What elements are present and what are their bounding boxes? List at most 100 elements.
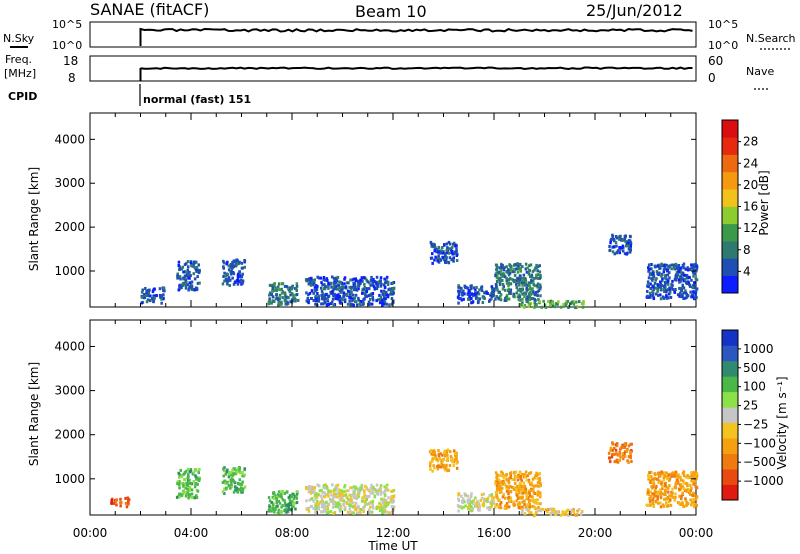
range-cell	[495, 476, 499, 480]
range-cell	[517, 506, 521, 509]
range-cell	[432, 464, 435, 468]
range-cell	[496, 496, 499, 500]
range-cell	[162, 297, 165, 301]
range-cell	[518, 293, 521, 297]
range-cell	[267, 508, 271, 512]
range-cell	[354, 293, 358, 297]
range-cell	[323, 495, 327, 499]
range-cell	[350, 287, 353, 291]
range-cell	[241, 471, 244, 474]
range-cell	[539, 287, 542, 291]
range-cell	[497, 270, 501, 274]
range-cell	[690, 263, 693, 267]
range-cell	[295, 496, 298, 500]
range-cell	[140, 301, 143, 305]
range-cell	[323, 278, 327, 282]
range-cell	[684, 475, 688, 479]
range-cell	[279, 303, 282, 306]
range-cell	[222, 275, 225, 278]
range-cell	[197, 478, 201, 482]
range-cell	[446, 456, 449, 460]
range-cell	[517, 488, 520, 492]
y-tick-label: 2000	[54, 220, 85, 234]
range-cell	[364, 484, 367, 488]
range-cell	[615, 250, 619, 254]
range-cell	[646, 294, 649, 298]
range-cell	[647, 493, 650, 497]
range-cell	[672, 263, 675, 267]
range-cell	[582, 300, 585, 303]
range-cell	[437, 454, 441, 458]
range-cell	[375, 488, 378, 492]
range-cell	[526, 283, 529, 287]
range-cell	[533, 268, 536, 272]
y-tick-label: 1000	[54, 264, 85, 278]
range-cell	[488, 507, 491, 511]
range-cell	[369, 491, 372, 495]
range-cell	[507, 287, 511, 291]
range-cell	[659, 266, 662, 270]
range-cell	[120, 501, 123, 505]
range-cell	[323, 287, 327, 291]
range-cell	[196, 482, 199, 486]
range-cell	[141, 288, 144, 292]
range-cell	[383, 485, 386, 489]
range-cell	[227, 472, 230, 476]
range-cell	[362, 495, 366, 499]
range-cell	[187, 288, 190, 292]
range-cell	[431, 457, 434, 461]
range-cell	[267, 302, 271, 306]
range-cell	[533, 301, 536, 305]
range-cell	[457, 301, 460, 305]
range-cell	[649, 481, 652, 484]
range-cell	[383, 298, 386, 302]
range-cell	[611, 441, 614, 445]
time-axis: 00:00 04:00 08:00 12:00 16:00 20:00 00:00	[73, 526, 714, 540]
range-cell	[229, 471, 232, 475]
range-cell	[327, 491, 330, 495]
range-cell	[446, 453, 449, 457]
range-cell	[187, 265, 190, 269]
range-cell	[663, 276, 667, 280]
range-cell	[499, 276, 502, 280]
range-cell	[467, 289, 471, 293]
range-cell	[445, 256, 448, 260]
range-cell	[536, 502, 539, 505]
range-cell	[564, 304, 567, 308]
range-cell	[507, 278, 511, 282]
range-cell	[226, 468, 229, 472]
range-cell	[321, 302, 325, 306]
range-cell	[461, 293, 464, 297]
range-cell	[281, 282, 285, 286]
range-cell	[523, 503, 526, 506]
range-cell	[284, 504, 287, 508]
range-cell	[270, 293, 273, 296]
range-cell	[539, 509, 543, 513]
range-cell	[662, 476, 666, 479]
range-cell	[690, 474, 693, 478]
range-cell	[525, 495, 528, 499]
range-cell	[196, 281, 200, 285]
range-cell	[371, 296, 374, 299]
range-cell	[448, 247, 451, 251]
range-cell	[179, 468, 182, 472]
range-cell	[659, 488, 662, 492]
range-cell	[346, 289, 350, 293]
range-cell	[145, 289, 148, 293]
range-cell	[695, 287, 699, 291]
range-cell	[196, 489, 200, 493]
range-cell	[475, 293, 478, 297]
range-cell	[455, 454, 458, 458]
range-cell	[656, 497, 659, 501]
range-cell	[505, 265, 508, 269]
range-cell	[536, 484, 540, 488]
range-cell	[629, 243, 632, 247]
range-cell	[623, 446, 626, 449]
range-cell	[534, 290, 538, 294]
range-cell	[336, 505, 340, 509]
range-cell	[385, 487, 388, 490]
range-cell	[231, 474, 234, 478]
range-cell	[178, 483, 181, 487]
range-cell	[509, 474, 513, 477]
